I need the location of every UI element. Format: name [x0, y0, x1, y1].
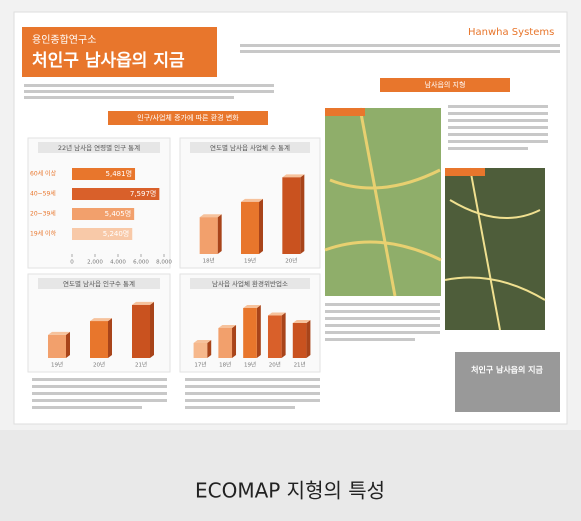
caption: ECOMAP 지형의 특성	[195, 479, 385, 503]
body-text	[32, 105, 548, 409]
x-tick-label: 19년	[244, 257, 256, 265]
header-banner	[22, 27, 217, 77]
bar	[193, 343, 208, 358]
x-tick-label: 18년	[203, 257, 215, 265]
bar-top	[218, 325, 237, 328]
x-tick-label: 19년	[51, 361, 63, 369]
chart-title-bg	[38, 142, 160, 153]
bar-side	[256, 305, 261, 358]
bar-side	[300, 174, 305, 254]
category-label: 60세 이상	[30, 170, 57, 178]
x-tick-label: 20년	[285, 257, 297, 265]
chart-title: 22년 남사읍 연령별 인구 통계	[58, 143, 140, 152]
chart-title: 연도별 남사읍 사업체 수 통계	[210, 143, 290, 152]
bar-top	[193, 340, 212, 343]
chart-title: 남사읍 사업체 환경위반업소	[212, 279, 288, 288]
section-left-text: 인구/사업체 증가에 따른 환경 변화	[137, 113, 239, 122]
bar	[72, 188, 160, 200]
x-tick-label: 6,000	[133, 260, 149, 266]
bar-side	[232, 325, 237, 358]
bar-top	[282, 174, 305, 178]
x-tick-label: 18년	[219, 361, 231, 369]
value-label: 5,405명	[105, 209, 131, 218]
chart-title-bg	[190, 278, 310, 289]
category-label: 40~59세	[30, 190, 56, 198]
bar-top	[48, 331, 70, 335]
bar	[90, 321, 108, 358]
org: 용인종합연구소	[32, 34, 96, 46]
x-tick-label: 20년	[93, 361, 105, 369]
brand: Hanwha Systems	[468, 27, 554, 38]
section-right	[380, 78, 510, 92]
bar	[292, 323, 307, 358]
bar	[199, 217, 218, 254]
bar-top	[243, 305, 261, 308]
bar	[72, 168, 136, 180]
category-label: 19세 이하	[30, 230, 57, 238]
bar	[267, 315, 282, 358]
bar	[48, 334, 66, 358]
bar-top	[267, 312, 286, 316]
bar	[241, 201, 259, 254]
bar-side	[217, 214, 222, 254]
section-right-text: 남사읍의 지형	[425, 80, 466, 89]
chart-title-bg	[38, 278, 160, 289]
bar	[218, 328, 233, 358]
bar	[72, 208, 135, 220]
value-label: 5,240명	[103, 229, 129, 238]
bar-side	[281, 312, 286, 358]
chart-box	[27, 137, 171, 269]
bar-top	[292, 320, 311, 323]
map-2	[444, 167, 546, 331]
x-tick-label: 21년	[135, 361, 147, 369]
intro-text	[24, 44, 560, 99]
title: 처인구 남사읍의 지금	[32, 51, 185, 71]
bar-top	[90, 318, 112, 322]
bar-top	[132, 301, 154, 305]
value-label: 5,481명	[106, 169, 132, 178]
x-tick-label: 2,000	[87, 260, 103, 266]
value-label: 7,597명	[130, 189, 156, 198]
bar	[132, 304, 150, 358]
x-tick-label: 20년	[269, 361, 281, 369]
map-1	[324, 107, 442, 297]
bar-side	[207, 340, 212, 358]
bar-top	[199, 214, 222, 218]
bar	[282, 177, 301, 254]
bar-side	[306, 320, 311, 358]
bar-side	[66, 331, 70, 358]
x-tick-label: 4,000	[110, 260, 126, 266]
x-tick-label: 17년	[194, 361, 206, 369]
chart-title-bg	[190, 142, 310, 153]
chart-title: 연도별 남사읍 인구수 통계	[63, 279, 135, 288]
bar-top	[241, 198, 263, 202]
x-tick-label: 21년	[294, 361, 306, 369]
bar	[243, 308, 257, 358]
category-label: 20~39세	[30, 210, 56, 218]
x-tick-label: 8,000	[156, 260, 172, 266]
footer-box	[455, 352, 560, 412]
bar-side	[150, 301, 154, 358]
footer-title: 처인구 남사읍의 지금	[471, 365, 543, 375]
bar	[72, 228, 133, 240]
bar-side	[259, 198, 263, 254]
x-tick-label: 0	[70, 260, 74, 266]
x-tick-label: 19년	[244, 361, 256, 369]
section-left	[108, 111, 268, 125]
bar-side	[108, 318, 112, 358]
